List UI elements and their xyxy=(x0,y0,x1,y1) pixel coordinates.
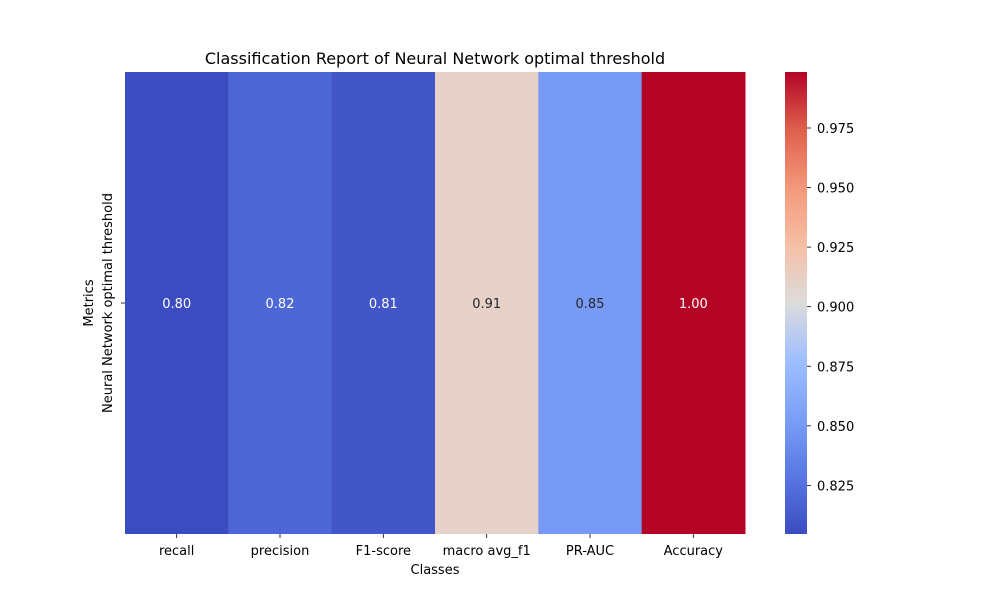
cell-annotation: 0.80 xyxy=(162,297,191,312)
x-axis-ticks: recall precision F1-score macro avg_f1 PR-AU… xyxy=(159,534,723,559)
heatmap-cell-macro-avg-f1 xyxy=(435,72,539,534)
x-axis-label: Classes xyxy=(411,563,460,578)
heatmap-cell-precision xyxy=(228,72,333,534)
y-tick-label: Neural Network optimal threshold xyxy=(101,193,116,413)
cell-annotations: 0.80 0.82 0.81 0.91 0.85 1.00 xyxy=(162,297,708,312)
colorbar-tick-label: 0.975 xyxy=(817,122,854,137)
colorbar-ticks: 0.825 0.850 0.875 0.900 0.925 0.950 0.975 xyxy=(807,122,854,494)
cell-annotation: 0.81 xyxy=(369,297,398,312)
heatmap-cell-recall xyxy=(125,72,229,534)
x-tick-label: precision xyxy=(251,544,310,559)
heatmap-cell-pr-auc xyxy=(538,72,643,534)
colorbar-tick-label: 0.925 xyxy=(817,241,854,256)
heatmap-cells xyxy=(125,72,746,534)
colorbar-tick-label: 0.875 xyxy=(817,360,854,375)
colorbar: 0.825 0.850 0.875 0.900 0.925 0.950 0.975 xyxy=(785,72,854,534)
colorbar-tick-label: 0.950 xyxy=(817,182,854,197)
colorbar-gradient xyxy=(785,72,807,534)
x-tick-label: Accuracy xyxy=(664,544,724,559)
cell-annotation: 0.85 xyxy=(576,297,605,312)
x-tick-label: macro avg_f1 xyxy=(443,544,531,559)
x-tick-label: recall xyxy=(159,544,194,559)
x-tick-label: PR-AUC xyxy=(566,544,614,559)
y-axis-label: Metrics xyxy=(82,279,97,326)
cell-annotation: 1.00 xyxy=(679,297,708,312)
colorbar-tick-label: 0.900 xyxy=(817,301,854,316)
chart-title: Classification Report of Neural Network … xyxy=(205,49,665,68)
y-axis-ticks: Neural Network optimal threshold xyxy=(101,193,125,413)
heatmap-cell-accuracy xyxy=(641,72,746,534)
cell-annotation: 0.91 xyxy=(472,297,501,312)
colorbar-tick-label: 0.825 xyxy=(817,479,854,494)
cell-annotation: 0.82 xyxy=(266,297,295,312)
x-tick-label: F1-score xyxy=(356,544,411,559)
colorbar-tick-label: 0.850 xyxy=(817,420,854,435)
heatmap-cell-f1-score xyxy=(331,72,436,534)
